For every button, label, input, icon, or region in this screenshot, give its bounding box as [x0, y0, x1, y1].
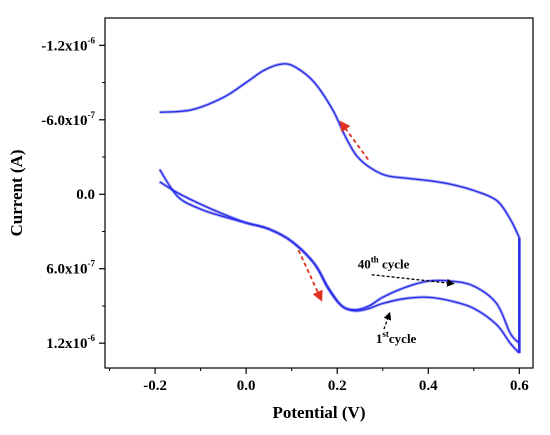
- y-tick-label: 6.0x10-7: [46, 259, 95, 278]
- cv-curve-halo-1: [158, 168, 521, 345]
- x-axis-ticks: -0.2 0.0 0.2 0.4 0.6: [109, 368, 529, 394]
- cv-curve-0: [159, 63, 520, 239]
- cv-curve-halo-2: [158, 180, 521, 355]
- y-axis-title: Current (A): [7, 149, 26, 236]
- x-tick-label: 0.4: [419, 378, 438, 394]
- cv-curve-1: [159, 169, 520, 344]
- x-tick-label: 0.2: [328, 378, 347, 394]
- scan-arrow-0: [339, 120, 369, 161]
- y-tick-label: 0.0: [76, 187, 95, 203]
- cycle-pointer-1: [383, 311, 392, 330]
- x-axis-title: Potential (V): [272, 403, 365, 422]
- cycle-label-0: 40th cycle: [358, 255, 410, 272]
- scan-arrow-1: [297, 249, 323, 302]
- x-tick-label: 0.6: [510, 378, 529, 394]
- y-axis-ticks: -1.2x10-6 -6.0x10-7 0.0 6.0x10-7 1.2x10-6: [41, 35, 105, 352]
- y-tick-label: -6.0x10-7: [41, 110, 95, 129]
- y-tick-label: 1.2x10-6: [46, 333, 95, 352]
- cv-curve-2: [159, 181, 520, 354]
- cv-curves: [158, 62, 521, 355]
- scan-direction-arrows: [297, 120, 369, 302]
- cycle-pointer-0: [371, 274, 455, 287]
- x-tick-label: -0.2: [143, 378, 167, 394]
- x-tick-label: 0.0: [237, 378, 256, 394]
- cycle-annotations: 40th cycle 1stcycle: [358, 255, 455, 346]
- cycle-label-1: 1stcycle: [376, 329, 417, 346]
- y-tick-label: -1.2x10-6: [41, 35, 95, 54]
- plot-frame: [104, 17, 534, 369]
